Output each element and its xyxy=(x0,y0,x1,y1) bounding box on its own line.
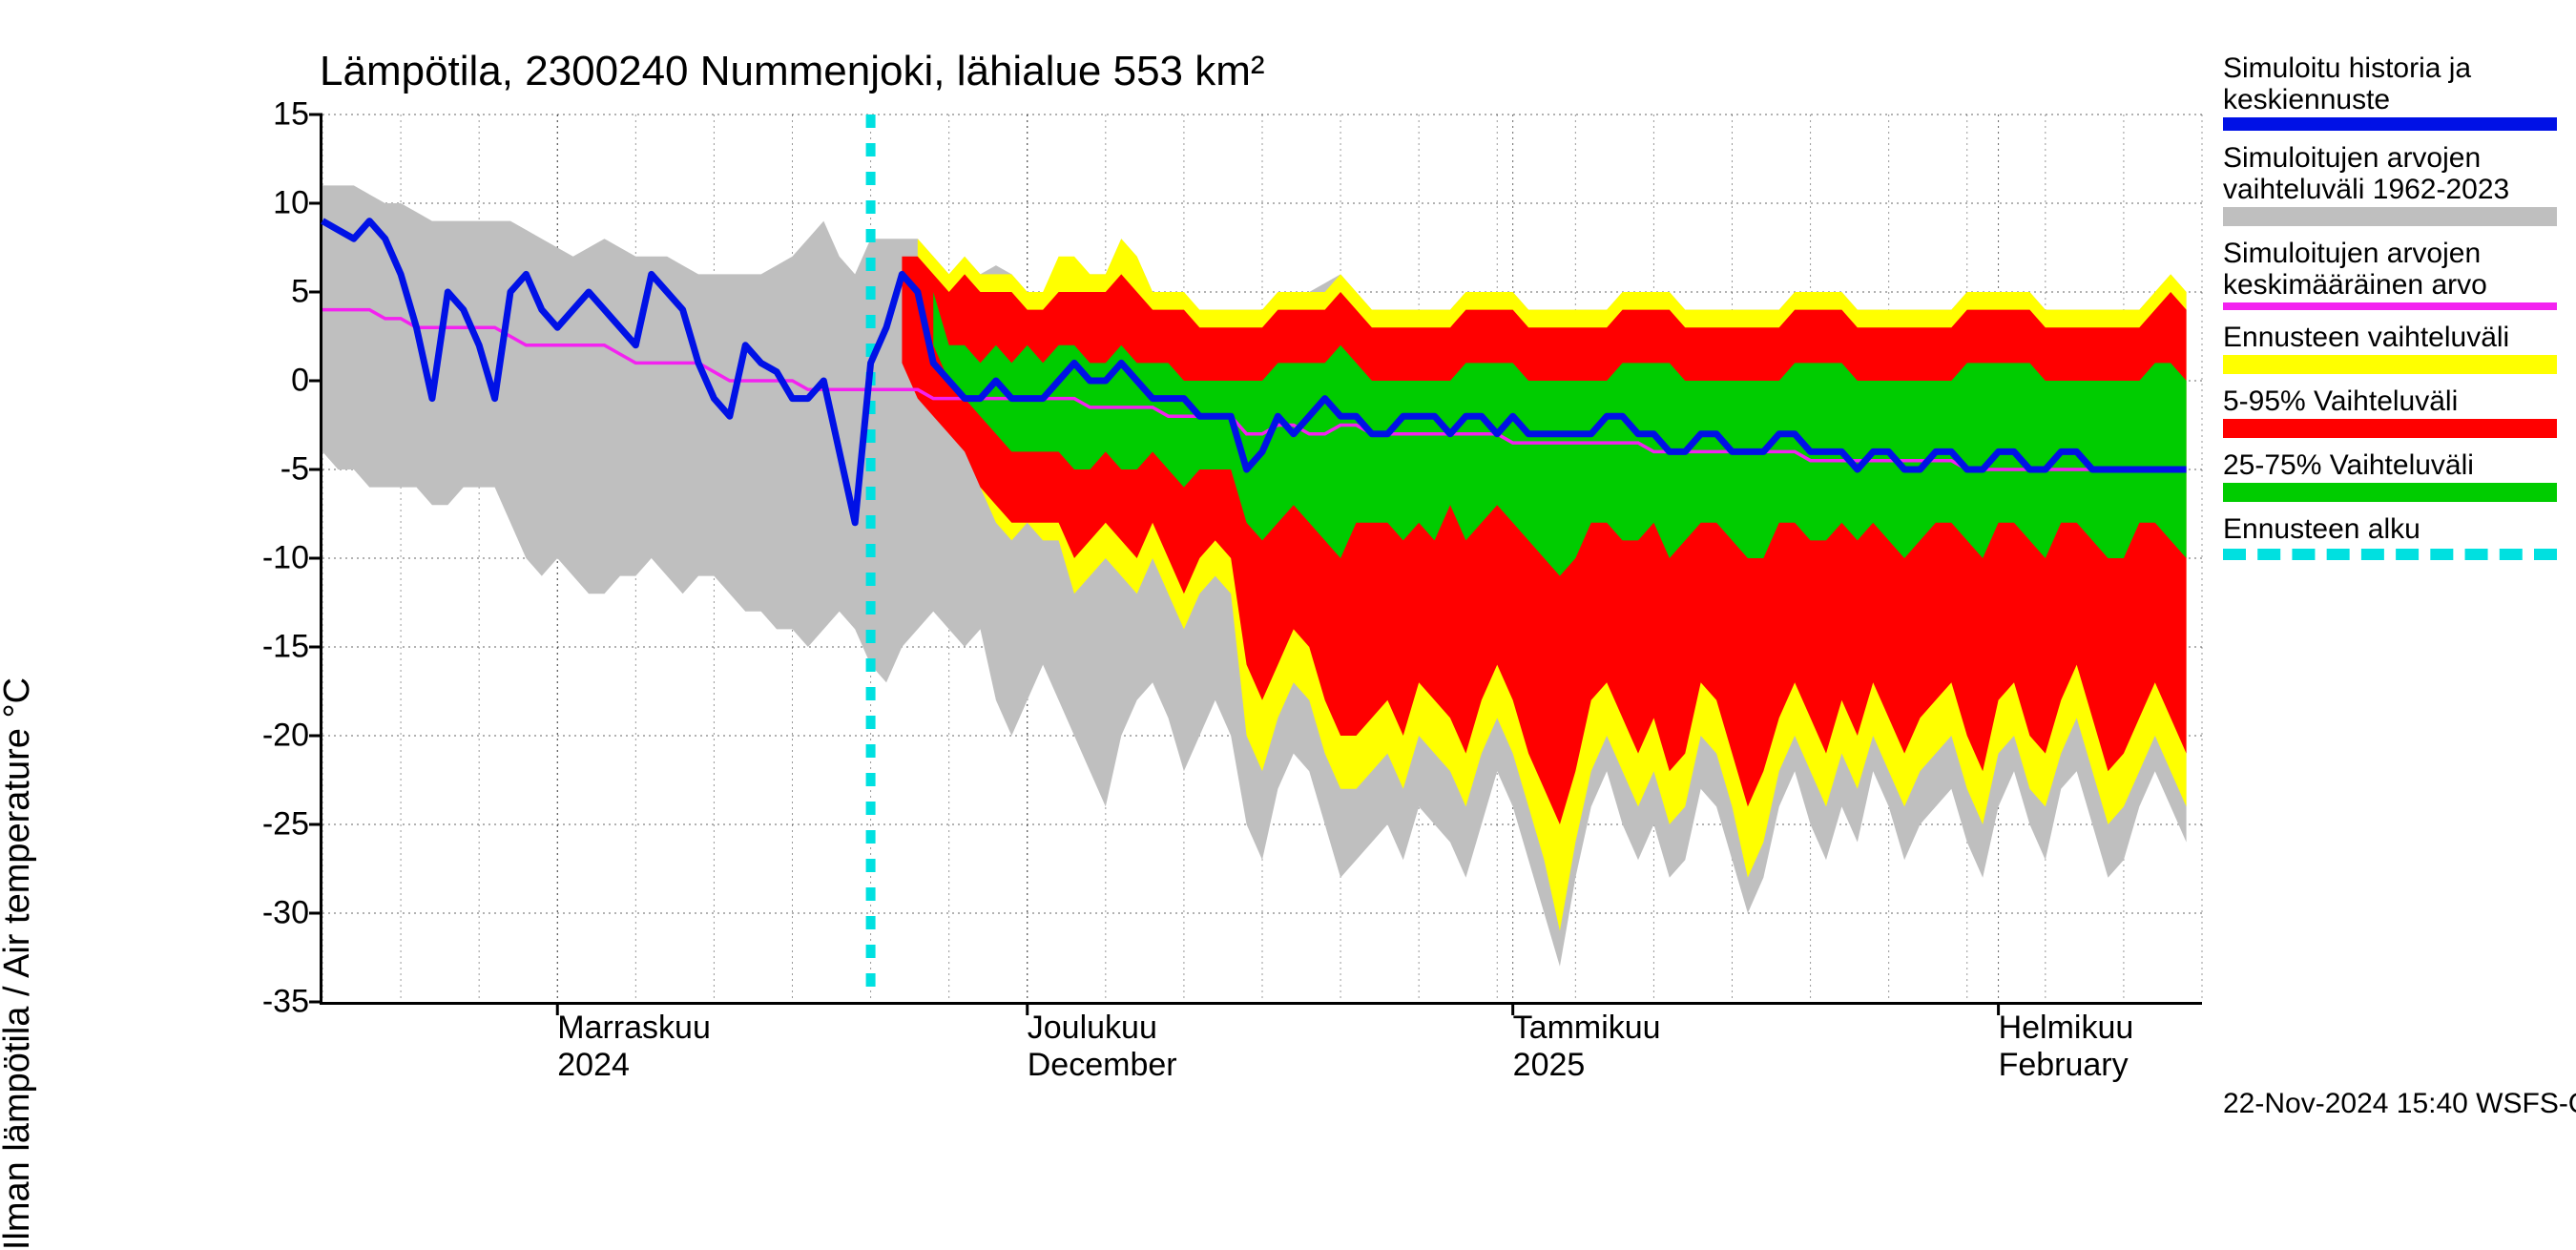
x-tick-label: Marraskuu2024 xyxy=(557,1002,711,1084)
y-tick-label: 0 xyxy=(291,363,322,400)
y-tick-label: -20 xyxy=(262,718,322,755)
legend-swatch xyxy=(2223,302,2557,310)
y-tick-label: -30 xyxy=(262,895,322,932)
legend-label: 25-75% Vaihteluväli xyxy=(2223,449,2557,481)
legend-item: 25-75% Vaihteluväli xyxy=(2223,449,2557,502)
x-tick-label: Tammikuu2025 xyxy=(1513,1002,1661,1084)
legend-label: 5-95% Vaihteluväli xyxy=(2223,385,2557,417)
chart-svg xyxy=(322,115,2202,1002)
plot-inner: -35-30-25-20-15-10-5051015Marraskuu2024J… xyxy=(322,115,2202,1002)
chart-title: Lämpötila, 2300240 Nummenjoki, lähialue … xyxy=(320,48,1265,95)
legend-label: keskiennuste xyxy=(2223,84,2557,115)
y-axis-label: Ilman lämpötila / Air temperature °C xyxy=(0,677,38,1250)
legend-swatch xyxy=(2223,419,2557,438)
y-tick-label: -35 xyxy=(262,984,322,1021)
legend-swatch xyxy=(2223,207,2557,226)
legend: Simuloitu historia jakeskiennusteSimuloi… xyxy=(2223,52,2557,573)
legend-swatch xyxy=(2223,117,2557,131)
legend-swatch xyxy=(2223,483,2557,502)
legend-label: Simuloitujen arvojen xyxy=(2223,142,2557,174)
y-tick-label: -10 xyxy=(262,540,322,577)
figure: Lämpötila, 2300240 Nummenjoki, lähialue … xyxy=(0,0,2576,1145)
legend-item: Ennusteen alku xyxy=(2223,513,2557,560)
legend-label: Ennusteen alku xyxy=(2223,513,2557,545)
y-tick-label: 15 xyxy=(273,96,322,134)
y-tick-label: -5 xyxy=(280,451,322,489)
legend-item: Simuloitu historia jakeskiennuste xyxy=(2223,52,2557,131)
y-tick-label: 5 xyxy=(291,274,322,311)
legend-label: keskimääräinen arvo xyxy=(2223,269,2557,301)
legend-swatch xyxy=(2223,549,2557,560)
legend-label: Simuloitu historia ja xyxy=(2223,52,2557,84)
footer-timestamp: 22-Nov-2024 15:40 WSFS-O xyxy=(2223,1088,2576,1120)
legend-swatch xyxy=(2223,355,2557,374)
legend-item: Simuloitujen arvojenkeskimääräinen arvo xyxy=(2223,238,2557,310)
x-tick-label: HelmikuuFebruary xyxy=(1999,1002,2134,1084)
legend-label: Ennusteen vaihteluväli xyxy=(2223,322,2557,353)
legend-item: Ennusteen vaihteluväli xyxy=(2223,322,2557,374)
y-tick-label: -15 xyxy=(262,629,322,666)
legend-label: vaihteluväli 1962-2023 xyxy=(2223,174,2557,205)
y-tick-label: -25 xyxy=(262,806,322,844)
x-tick-label: JoulukuuDecember xyxy=(1028,1002,1177,1084)
legend-label: Simuloitujen arvojen xyxy=(2223,238,2557,269)
plot-area: -35-30-25-20-15-10-5051015Marraskuu2024J… xyxy=(320,115,2202,1005)
y-tick-label: 10 xyxy=(273,185,322,222)
legend-item: Simuloitujen arvojenvaihteluväli 1962-20… xyxy=(2223,142,2557,226)
legend-item: 5-95% Vaihteluväli xyxy=(2223,385,2557,438)
